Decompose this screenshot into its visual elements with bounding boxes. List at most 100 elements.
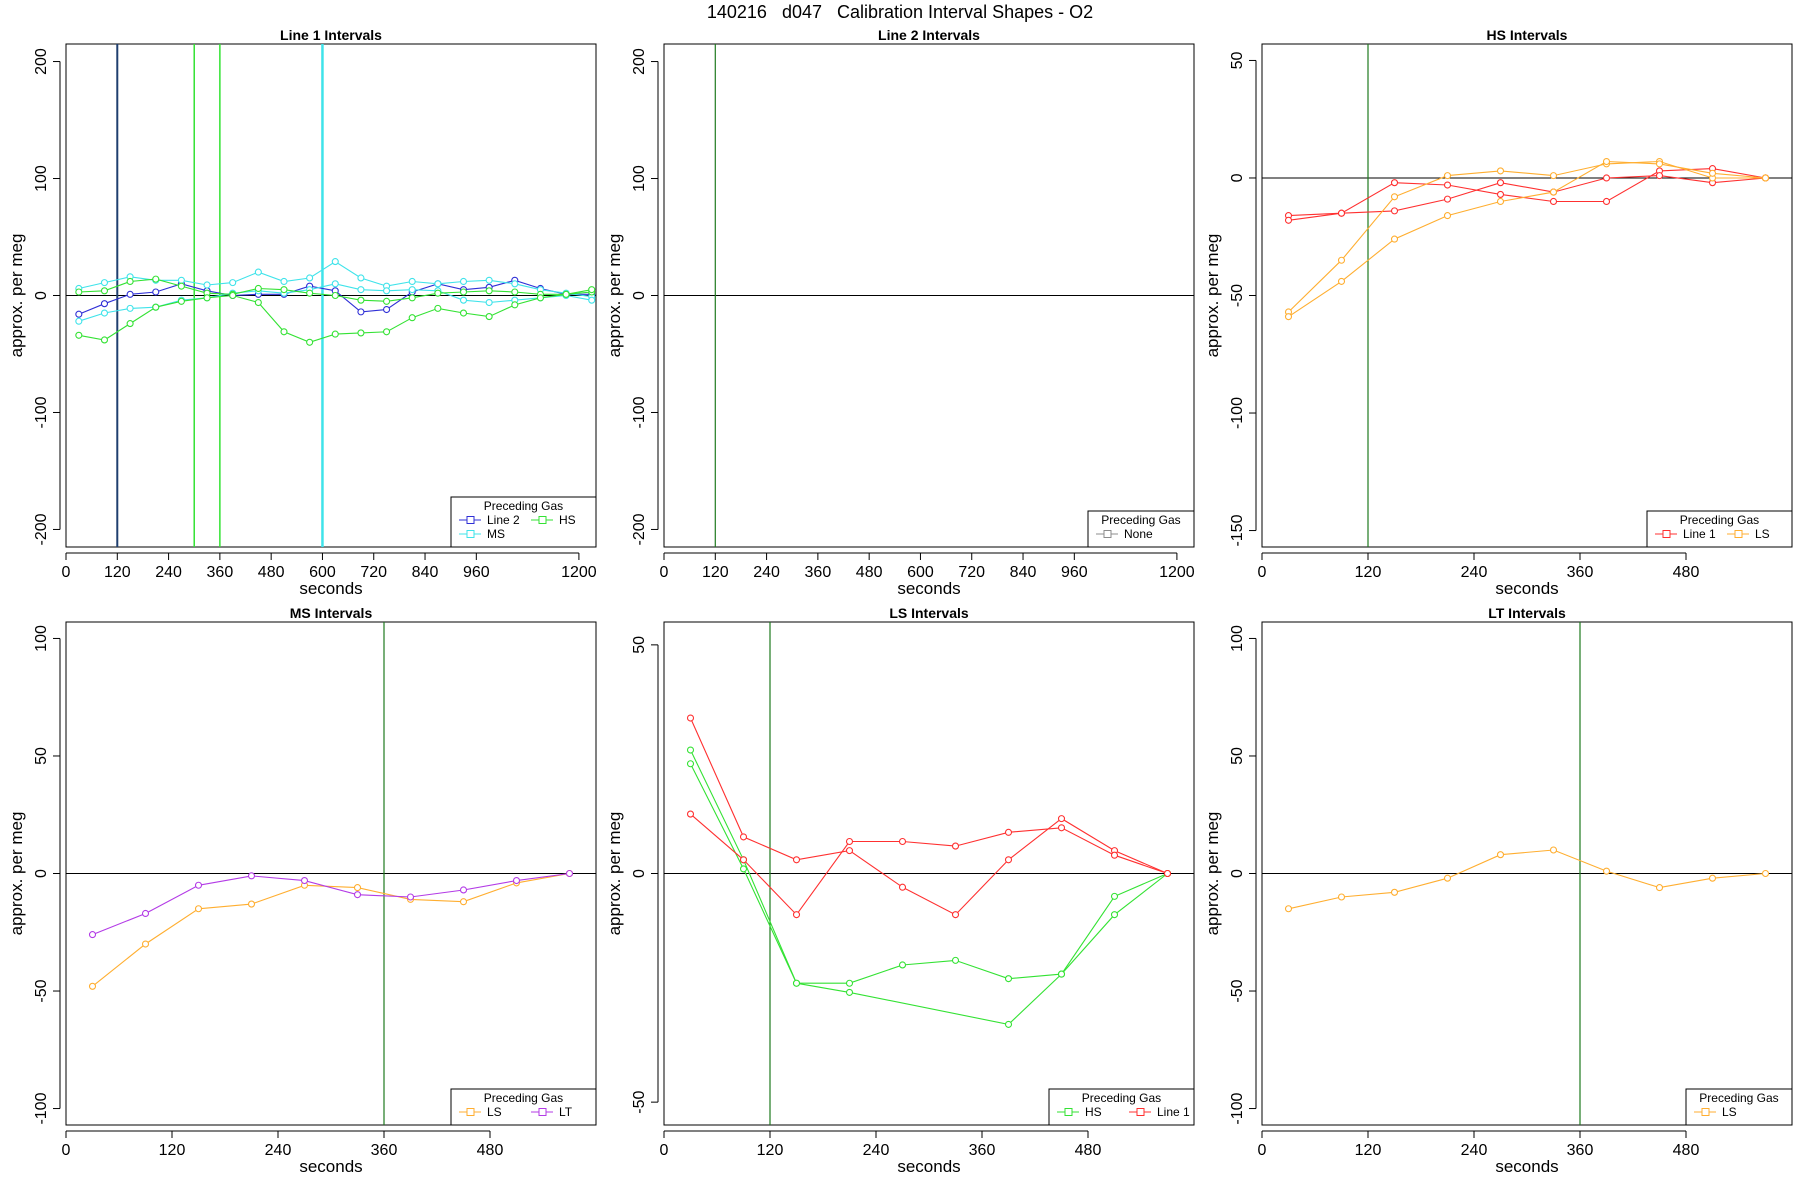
- x-tick-label: 480: [1673, 564, 1700, 581]
- legend-swatch-marker: [466, 530, 475, 538]
- x-tick-label: 120: [702, 564, 729, 581]
- legend-box: [1685, 1088, 1793, 1126]
- x-tick-label: 240: [155, 564, 182, 581]
- y-tick-label: 50: [33, 747, 50, 765]
- x-tick-label: 120: [159, 1142, 186, 1159]
- data-point: [739, 833, 748, 841]
- x-tick-label: 120: [757, 1142, 784, 1159]
- data-point: [229, 291, 237, 300]
- data-point: [511, 301, 519, 309]
- x-tick-label: 360: [969, 1142, 996, 1159]
- legend-title: Preceding Gas: [484, 1091, 563, 1105]
- legend-entry-label: HS: [559, 513, 576, 527]
- data-point: [845, 847, 854, 855]
- data-point: [177, 297, 185, 305]
- y-tick-label: 200: [631, 48, 648, 75]
- data-point: [331, 258, 339, 266]
- data-point: [1496, 167, 1505, 175]
- data-point: [1337, 209, 1346, 217]
- legend-entry-label: MS: [487, 527, 505, 541]
- x-tick-label: 600: [309, 564, 336, 581]
- plot-frame: [1261, 43, 1793, 548]
- data-point: [194, 881, 203, 889]
- legend-title: Preceding Gas: [1082, 1091, 1161, 1105]
- x-tick-label: 360: [207, 564, 234, 581]
- data-point: [485, 276, 493, 284]
- chart-title: Line 1 Intervals: [280, 27, 382, 43]
- legend-swatch-marker: [1734, 530, 1743, 538]
- y-axis-label: approx. per meg: [1203, 234, 1222, 358]
- data-point: [898, 837, 907, 846]
- chart-panel-2: Line 2 Intervals 0 120 240 360 480 600 720 840 96…: [605, 27, 1195, 598]
- data-point: [1655, 884, 1664, 892]
- legend-swatch-marker: [538, 1108, 547, 1116]
- x-tick-label: 1200: [1159, 564, 1195, 581]
- x-tick-label: 360: [1567, 564, 1594, 581]
- data-point: [408, 277, 416, 286]
- data-point: [951, 842, 960, 850]
- legend-swatch-marker: [1064, 1108, 1073, 1116]
- data-point: [141, 909, 150, 918]
- data-point: [126, 290, 134, 298]
- data-point: [1443, 172, 1452, 180]
- data-point: [126, 304, 134, 312]
- x-tick-label: 240: [1461, 564, 1488, 581]
- y-tick-label: 0: [1229, 869, 1246, 878]
- data-point: [1284, 905, 1293, 913]
- legend-title: Preceding Gas: [1101, 513, 1180, 527]
- data-point: [1549, 846, 1558, 854]
- y-tick-label: 50: [1229, 51, 1246, 69]
- data-point: [1057, 824, 1066, 832]
- data-point: [357, 308, 365, 316]
- legend-entry-label: LS: [487, 1105, 502, 1119]
- data-point: [88, 931, 97, 939]
- data-point: [1390, 193, 1399, 201]
- chart-panel-3: HS Intervals 0 120 240 360 480 seconds -150 -100…: [1203, 27, 1793, 598]
- data-point: [306, 338, 314, 346]
- legend-box: [450, 496, 597, 548]
- data-point: [1337, 893, 1346, 901]
- data-point: [565, 869, 574, 878]
- data-point: [100, 287, 109, 295]
- legend-entry-label: HS: [1085, 1105, 1102, 1119]
- legend-swatch-marker: [538, 516, 547, 524]
- data-point: [408, 314, 416, 322]
- chart-title: HS Intervals: [1487, 27, 1568, 43]
- data-point: [254, 298, 262, 307]
- x-tick-label: 120: [1355, 1142, 1382, 1159]
- y-tick-label: -150: [1229, 514, 1246, 546]
- data-point: [1443, 874, 1452, 882]
- data-point: [383, 297, 391, 305]
- data-point: [1390, 235, 1399, 243]
- data-point: [1004, 856, 1013, 864]
- chart-title: LT Intervals: [1488, 605, 1566, 621]
- series-line: [1288, 160, 1766, 318]
- y-axis-label: approx. per meg: [1203, 812, 1222, 936]
- data-point: [1602, 867, 1611, 875]
- legend-title: Preceding Gas: [1680, 513, 1759, 527]
- data-point: [459, 886, 468, 894]
- data-point: [75, 310, 83, 318]
- data-point: [1390, 888, 1399, 896]
- data-point: [357, 274, 365, 282]
- data-point: [357, 296, 365, 304]
- data-point: [511, 288, 519, 296]
- data-point: [152, 303, 160, 311]
- data-point: [1110, 851, 1119, 859]
- data-point: [408, 294, 416, 302]
- data-point: [1549, 172, 1558, 180]
- data-point: [686, 760, 695, 768]
- data-point: [1655, 160, 1664, 168]
- page-title: 140216 d047 Calibration Interval Shapes …: [706, 2, 1094, 22]
- legend-swatch-marker: [466, 1108, 475, 1116]
- data-point: [152, 288, 160, 296]
- x-tick-label: 0: [62, 1142, 71, 1159]
- y-axis-label: approx. per meg: [7, 812, 26, 936]
- x-tick-label: 480: [258, 564, 285, 581]
- x-tick-label: 0: [1258, 1142, 1267, 1159]
- data-point: [177, 276, 185, 284]
- data-point: [383, 287, 391, 295]
- data-point: [126, 277, 134, 286]
